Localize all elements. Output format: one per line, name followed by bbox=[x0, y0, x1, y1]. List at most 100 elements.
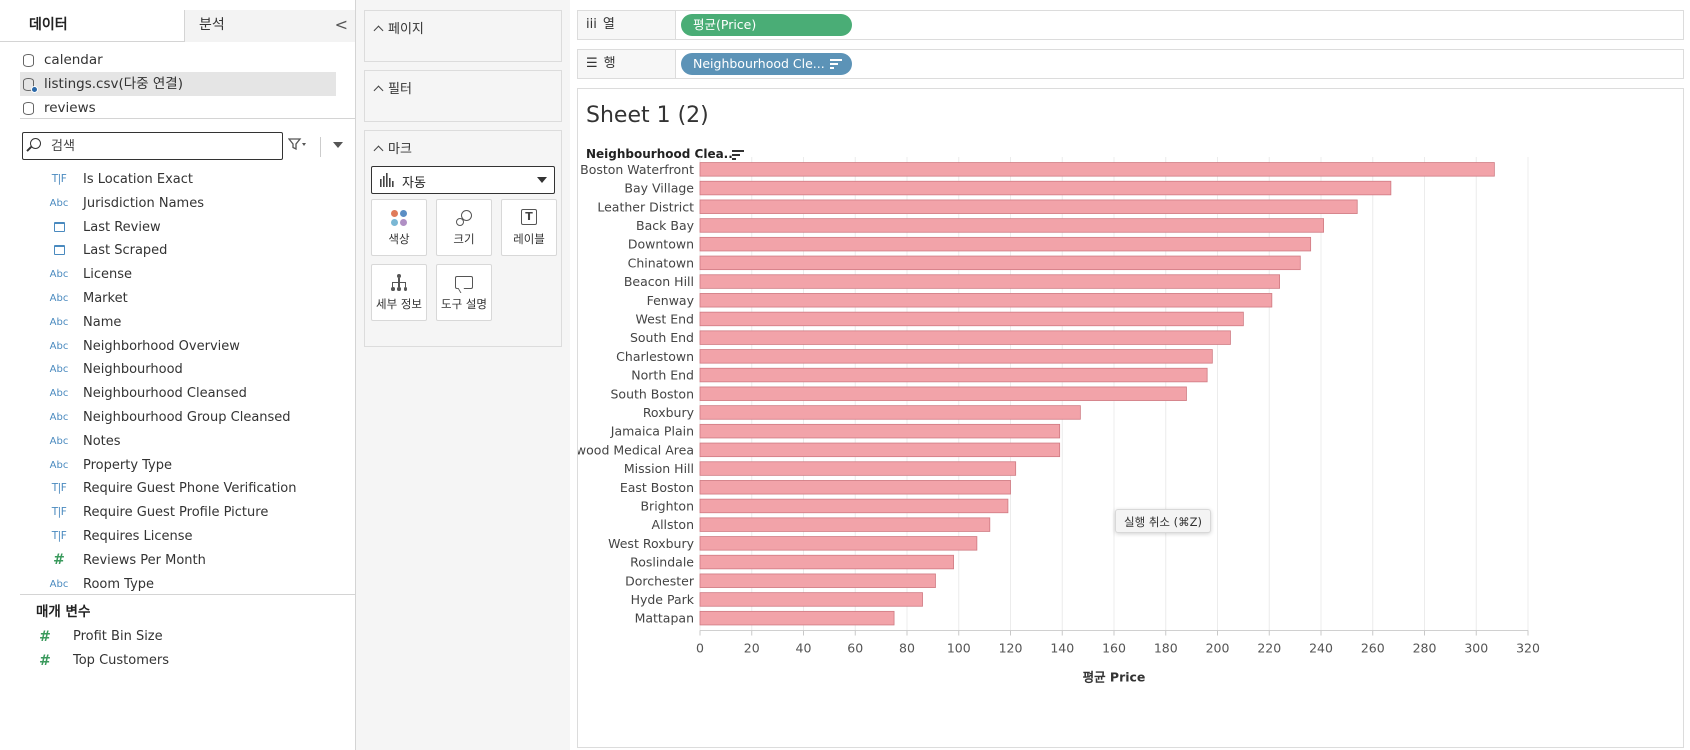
pages-card[interactable]: 페이지 bbox=[364, 10, 562, 62]
x-tick-label: 220 bbox=[1257, 641, 1281, 656]
tab-data[interactable]: 데이터 bbox=[29, 17, 68, 33]
bar[interactable] bbox=[699, 442, 1061, 458]
bar[interactable] bbox=[699, 330, 1231, 345]
marks-card-title[interactable]: 마크 bbox=[373, 138, 412, 157]
columns-label: 열 bbox=[602, 17, 615, 32]
size-button[interactable]: 크기 bbox=[436, 199, 492, 256]
marks-label: 마크 bbox=[388, 142, 412, 157]
string-type-icon: Abc bbox=[49, 340, 69, 352]
rows-pill[interactable]: Neighbourhood Cle... bbox=[681, 53, 852, 75]
bar[interactable] bbox=[699, 536, 978, 551]
tab-analysis[interactable]: 분석 < bbox=[184, 10, 356, 42]
mark-type-select[interactable]: 자동 bbox=[371, 166, 555, 194]
datasource-item[interactable]: listings.csv(다중 연결) bbox=[20, 72, 336, 96]
color-button[interactable]: 색상 bbox=[371, 199, 427, 256]
sort-descending-icon[interactable] bbox=[732, 150, 744, 160]
sort-descending-icon[interactable] bbox=[830, 59, 842, 69]
filters-card-title[interactable]: 필터 bbox=[373, 78, 412, 97]
search-input[interactable] bbox=[51, 136, 276, 156]
search-box[interactable] bbox=[22, 132, 283, 160]
bar[interactable] bbox=[699, 293, 1273, 308]
bar[interactable] bbox=[699, 517, 991, 532]
calendar-icon bbox=[48, 216, 70, 240]
field-item[interactable]: Abc License bbox=[20, 263, 356, 287]
bar[interactable] bbox=[699, 236, 1312, 252]
category-label: Beacon Hill bbox=[624, 274, 694, 289]
field-label: Require Guest Profile Picture bbox=[83, 505, 269, 521]
dropdown-caret-icon bbox=[537, 177, 547, 183]
field-item[interactable]: T|F Is Location Exact bbox=[20, 168, 356, 192]
category-label: Back Bay bbox=[636, 218, 695, 233]
bar[interactable] bbox=[699, 480, 1011, 495]
bar[interactable] bbox=[699, 255, 1301, 271]
bar[interactable] bbox=[699, 199, 1358, 214]
field-item[interactable]: Abc Jurisdiction Names bbox=[20, 192, 356, 216]
columns-shelf[interactable]: iii 열 평균(Price) bbox=[577, 10, 1684, 40]
field-item[interactable]: Abc Market bbox=[20, 287, 356, 311]
bar[interactable] bbox=[699, 274, 1280, 289]
parameter-item[interactable]: # Profit Bin Size bbox=[20, 625, 356, 649]
field-item[interactable]: Last Scraped bbox=[20, 239, 356, 263]
bar[interactable] bbox=[699, 162, 1495, 177]
category-label: North End bbox=[631, 368, 694, 383]
pages-card-title[interactable]: 페이지 bbox=[373, 18, 424, 37]
category-label: Hyde Park bbox=[631, 592, 695, 607]
field-label: Jurisdiction Names bbox=[83, 195, 204, 211]
color-button-label: 색상 bbox=[388, 232, 410, 246]
field-item[interactable]: Abc Room Type bbox=[20, 573, 356, 597]
tooltip-button[interactable]: 도구 설명 bbox=[436, 264, 492, 321]
bar[interactable] bbox=[699, 180, 1392, 196]
bar[interactable] bbox=[699, 592, 923, 607]
filters-card[interactable]: 필터 bbox=[364, 70, 562, 122]
datasource-item[interactable]: calendar bbox=[20, 48, 336, 72]
category-label: Mattapan bbox=[635, 611, 694, 626]
bar[interactable] bbox=[699, 367, 1208, 383]
field-item[interactable]: Abc Notes bbox=[20, 430, 356, 454]
field-label: Market bbox=[83, 290, 128, 306]
bar[interactable] bbox=[699, 573, 936, 588]
string-type-icon: Abc bbox=[49, 197, 69, 209]
field-item[interactable]: Last Review bbox=[20, 216, 356, 240]
bar[interactable] bbox=[699, 461, 1017, 476]
columns-pill[interactable]: 평균(Price) bbox=[681, 14, 852, 36]
field-item[interactable]: T|F Requires License bbox=[20, 525, 356, 549]
bar[interactable] bbox=[699, 498, 1009, 514]
field-item[interactable]: Abc Neighbourhood Cleansed bbox=[20, 382, 356, 406]
data-pane: 데이터 분석 < calendar listings.csv(다중 연결) revi… bbox=[0, 0, 356, 750]
bar[interactable] bbox=[699, 311, 1244, 327]
bar[interactable] bbox=[699, 554, 954, 570]
category-label: Downtown bbox=[628, 237, 694, 252]
label-button[interactable]: T 레이블 bbox=[501, 199, 557, 256]
boolean-type-icon: T|F bbox=[51, 173, 67, 185]
bar[interactable] bbox=[699, 423, 1061, 439]
field-item[interactable]: Abc Neighborhood Overview bbox=[20, 335, 356, 359]
menu-caret-icon[interactable] bbox=[332, 139, 344, 152]
rows-shelf[interactable]: ☰ 행 Neighbourhood Cle... bbox=[577, 49, 1684, 79]
row-field-header[interactable]: Neighbourhood Clea.. bbox=[586, 147, 744, 161]
field-item[interactable]: Abc Name bbox=[20, 311, 356, 335]
category-label: South Boston bbox=[610, 386, 694, 401]
field-item[interactable]: Abc Property Type bbox=[20, 454, 356, 478]
x-tick-label: 100 bbox=[947, 641, 971, 656]
bar[interactable] bbox=[699, 218, 1324, 233]
x-tick-label: 80 bbox=[899, 641, 915, 656]
collapse-pane-icon[interactable]: < bbox=[334, 15, 348, 34]
category-label: Jamaica Plain bbox=[610, 424, 694, 439]
filter-funnel-icon[interactable] bbox=[287, 138, 308, 154]
field-item[interactable]: T|F Require Guest Profile Picture bbox=[20, 501, 356, 525]
bar[interactable] bbox=[699, 386, 1187, 401]
field-label: Neighborhood Overview bbox=[83, 338, 240, 354]
field-item[interactable]: # Reviews Per Month bbox=[20, 549, 356, 573]
bar[interactable] bbox=[699, 405, 1081, 420]
field-item[interactable]: T|F Require Guest Phone Verification bbox=[20, 477, 356, 501]
field-item[interactable]: Abc Neighbourhood Group Cleansed bbox=[20, 406, 356, 430]
row-field-header-label: Neighbourhood Clea.. bbox=[586, 147, 733, 161]
bar[interactable] bbox=[699, 610, 895, 626]
detail-button[interactable]: 세부 정보 bbox=[371, 264, 427, 321]
field-label: Neighbourhood Cleansed bbox=[83, 386, 247, 402]
x-tick-label: 180 bbox=[1154, 641, 1178, 656]
field-item[interactable]: Abc Neighbourhood bbox=[20, 358, 356, 382]
parameter-item[interactable]: # Top Customers bbox=[20, 649, 356, 673]
datasource-item[interactable]: reviews bbox=[20, 96, 336, 120]
bar[interactable] bbox=[699, 349, 1213, 364]
